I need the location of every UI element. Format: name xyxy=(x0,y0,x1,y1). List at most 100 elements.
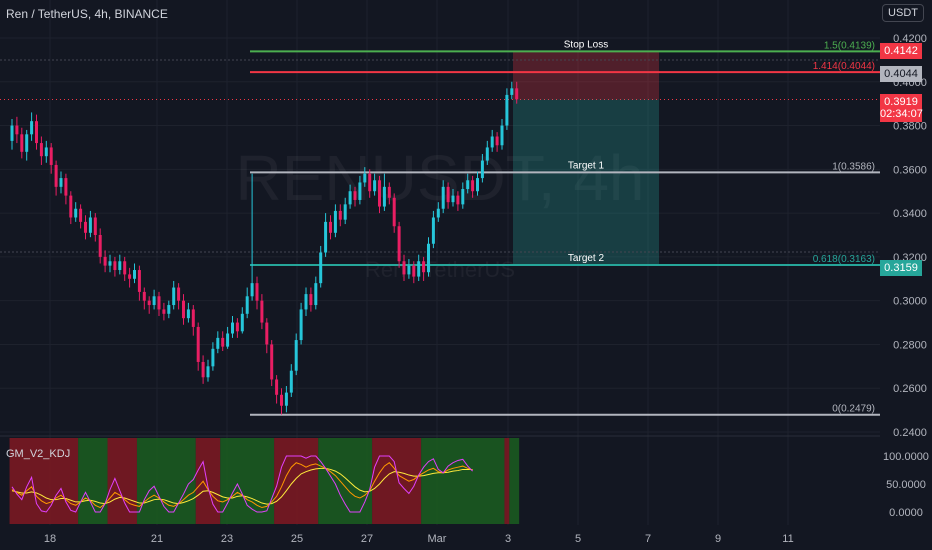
price-tick: 0.3000 xyxy=(893,296,927,308)
candle-body xyxy=(456,195,460,205)
candle-body xyxy=(427,243,430,273)
time-tick: Mar xyxy=(428,533,447,545)
candle-body xyxy=(44,147,48,157)
candle-body xyxy=(319,252,323,284)
time-tick: 21 xyxy=(151,533,163,545)
candle-body xyxy=(113,261,117,271)
short-position-tool xyxy=(513,50,659,266)
fib-levels: 1.5(0.4139) Stop Loss 1.414(0.4044) 1(0.358… xyxy=(0,39,880,416)
candle-body xyxy=(103,256,107,266)
kdj-zone-red xyxy=(504,438,510,524)
candle-body xyxy=(152,296,156,306)
candle-body xyxy=(505,94,509,126)
candle-body xyxy=(201,361,205,378)
candle-body xyxy=(84,221,87,233)
candle-body xyxy=(172,287,176,306)
candle-body xyxy=(49,147,53,165)
time-tick: 18 xyxy=(44,533,56,545)
stop-price-tag: 0.4142 xyxy=(880,43,922,59)
watermark-symbol: RENUSDT, 4h xyxy=(236,142,645,214)
candle-body xyxy=(397,226,401,262)
current-price-value: 0.3919 xyxy=(884,96,918,108)
candle-body xyxy=(128,274,132,279)
candle-body xyxy=(118,261,122,271)
kdj-zone-green xyxy=(220,438,275,524)
candle-body xyxy=(358,182,362,200)
price-tick: 0.2600 xyxy=(893,383,927,395)
candle-body xyxy=(485,147,489,161)
fib-note: Target 1 xyxy=(568,160,605,171)
candle-body xyxy=(39,143,43,157)
candle-body xyxy=(510,88,514,95)
candle-body xyxy=(275,379,279,395)
kdj-j-line xyxy=(11,455,473,513)
time-tick: 25 xyxy=(291,533,303,545)
candle-body xyxy=(182,300,185,319)
kdj-zone-red xyxy=(372,438,422,524)
candle-body xyxy=(270,344,274,380)
candle-body xyxy=(265,322,269,345)
level-1414-tag: 0.4044 xyxy=(880,66,922,82)
price-tick: 0.4200 xyxy=(893,33,927,45)
price-tick: 0.3800 xyxy=(893,121,927,133)
candles xyxy=(10,81,519,415)
candle-body xyxy=(137,270,141,292)
kdj-zone-green xyxy=(136,438,196,524)
candle-body xyxy=(123,261,127,275)
candle-body xyxy=(490,136,494,148)
candle-body xyxy=(480,160,484,179)
candle-body xyxy=(422,261,426,273)
candle-body xyxy=(20,134,24,152)
candle-body xyxy=(221,337,225,347)
kdj-zone-red xyxy=(195,438,221,524)
candle-body xyxy=(441,186,445,209)
candle-body xyxy=(304,294,308,310)
candle-body xyxy=(378,180,381,207)
fib-label: 1.414(0.4044) xyxy=(813,61,875,72)
kdj-tick: 0.0000 xyxy=(889,507,923,519)
candle-body xyxy=(333,210,337,233)
kdj-zone-green xyxy=(78,438,108,524)
candle-body xyxy=(314,283,318,306)
price-tick: 0.3600 xyxy=(893,164,927,176)
candle-body xyxy=(147,300,151,306)
candle-body xyxy=(93,217,97,235)
indicator-label[interactable]: GM_V2_KDJ xyxy=(6,448,71,460)
candle-body xyxy=(108,261,112,266)
candle-body xyxy=(133,270,136,279)
candle-body xyxy=(407,265,411,275)
candle-body xyxy=(177,287,181,301)
currency-badge[interactable]: USDT xyxy=(882,4,924,22)
candle-body xyxy=(431,217,435,244)
kdj-zone-red xyxy=(274,438,319,524)
target2-price-tag: 0.3159 xyxy=(880,260,922,276)
candle-body xyxy=(382,186,386,207)
fib-label: 0(0.2479) xyxy=(832,404,875,415)
fib-label: 1(0.3586) xyxy=(832,161,875,172)
candle-body xyxy=(98,235,102,257)
candle-body xyxy=(436,208,440,218)
candle-body xyxy=(240,313,244,332)
candle-body xyxy=(451,195,455,203)
candle-body xyxy=(64,178,68,196)
candle-body xyxy=(343,204,347,220)
target-zone xyxy=(513,99,659,266)
candle-body xyxy=(15,125,19,135)
fib-note: Target 2 xyxy=(568,253,605,264)
candle-body xyxy=(353,191,357,200)
candle-body xyxy=(162,309,166,314)
price-tick: 0.3400 xyxy=(893,208,927,220)
candle-body xyxy=(245,296,249,314)
candle-body xyxy=(324,221,328,253)
candle-body xyxy=(35,121,38,144)
kdj-lines xyxy=(11,455,473,513)
candle-body xyxy=(515,88,519,100)
kdj-zones xyxy=(9,438,520,524)
candle-body xyxy=(363,173,367,183)
symbol-title[interactable]: Ren / TetherUS, 4h, BINANCE xyxy=(6,7,168,21)
candle-body xyxy=(309,294,313,306)
chart-grid xyxy=(0,0,880,525)
candle-body xyxy=(280,394,283,406)
candle-body xyxy=(79,208,83,222)
